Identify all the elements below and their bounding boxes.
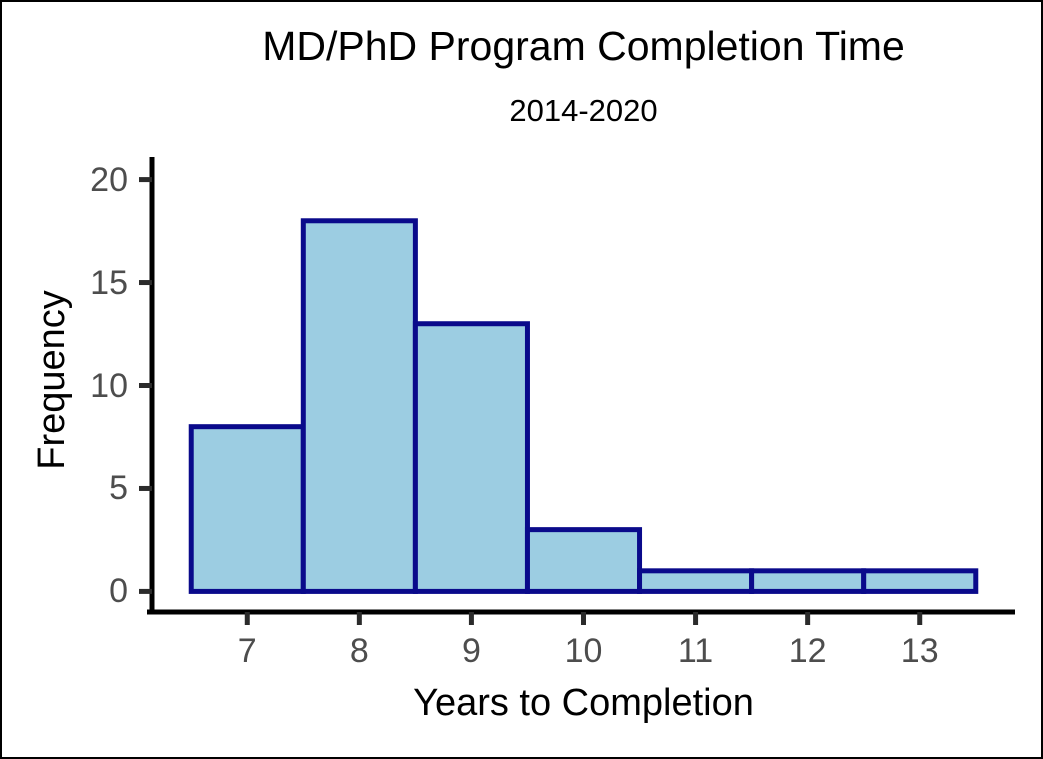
y-tick-label: 5	[109, 469, 128, 508]
x-tick-label: 7	[237, 632, 257, 670]
x-tick-label: 12	[788, 632, 827, 670]
histogram-bar	[300, 218, 418, 594]
histogram-bar	[861, 568, 979, 594]
histogram-bar	[524, 527, 643, 594]
x-tick-label: 13	[900, 632, 939, 670]
histogram-bar	[637, 568, 755, 594]
x-tick-label: 9	[461, 632, 481, 670]
x-tick-label: 10	[564, 632, 603, 670]
x-axis-title: Years to Completion	[413, 682, 754, 724]
chart-subtitle: 2014-2020	[509, 93, 658, 128]
histogram-bar	[188, 424, 306, 594]
histogram-bar	[749, 568, 867, 594]
y-tick-label: 20	[90, 160, 128, 199]
x-tick-label: 8	[349, 632, 369, 670]
y-tick-label: 10	[90, 366, 128, 405]
y-tick-label: 0	[109, 572, 128, 611]
y-tick-label: 15	[90, 263, 128, 302]
y-axis-title: Frequency	[31, 290, 73, 470]
histogram-bar	[412, 321, 530, 594]
x-tick-label: 11	[677, 632, 714, 670]
chart-title: MD/PhD Program Completion Time	[262, 23, 905, 69]
